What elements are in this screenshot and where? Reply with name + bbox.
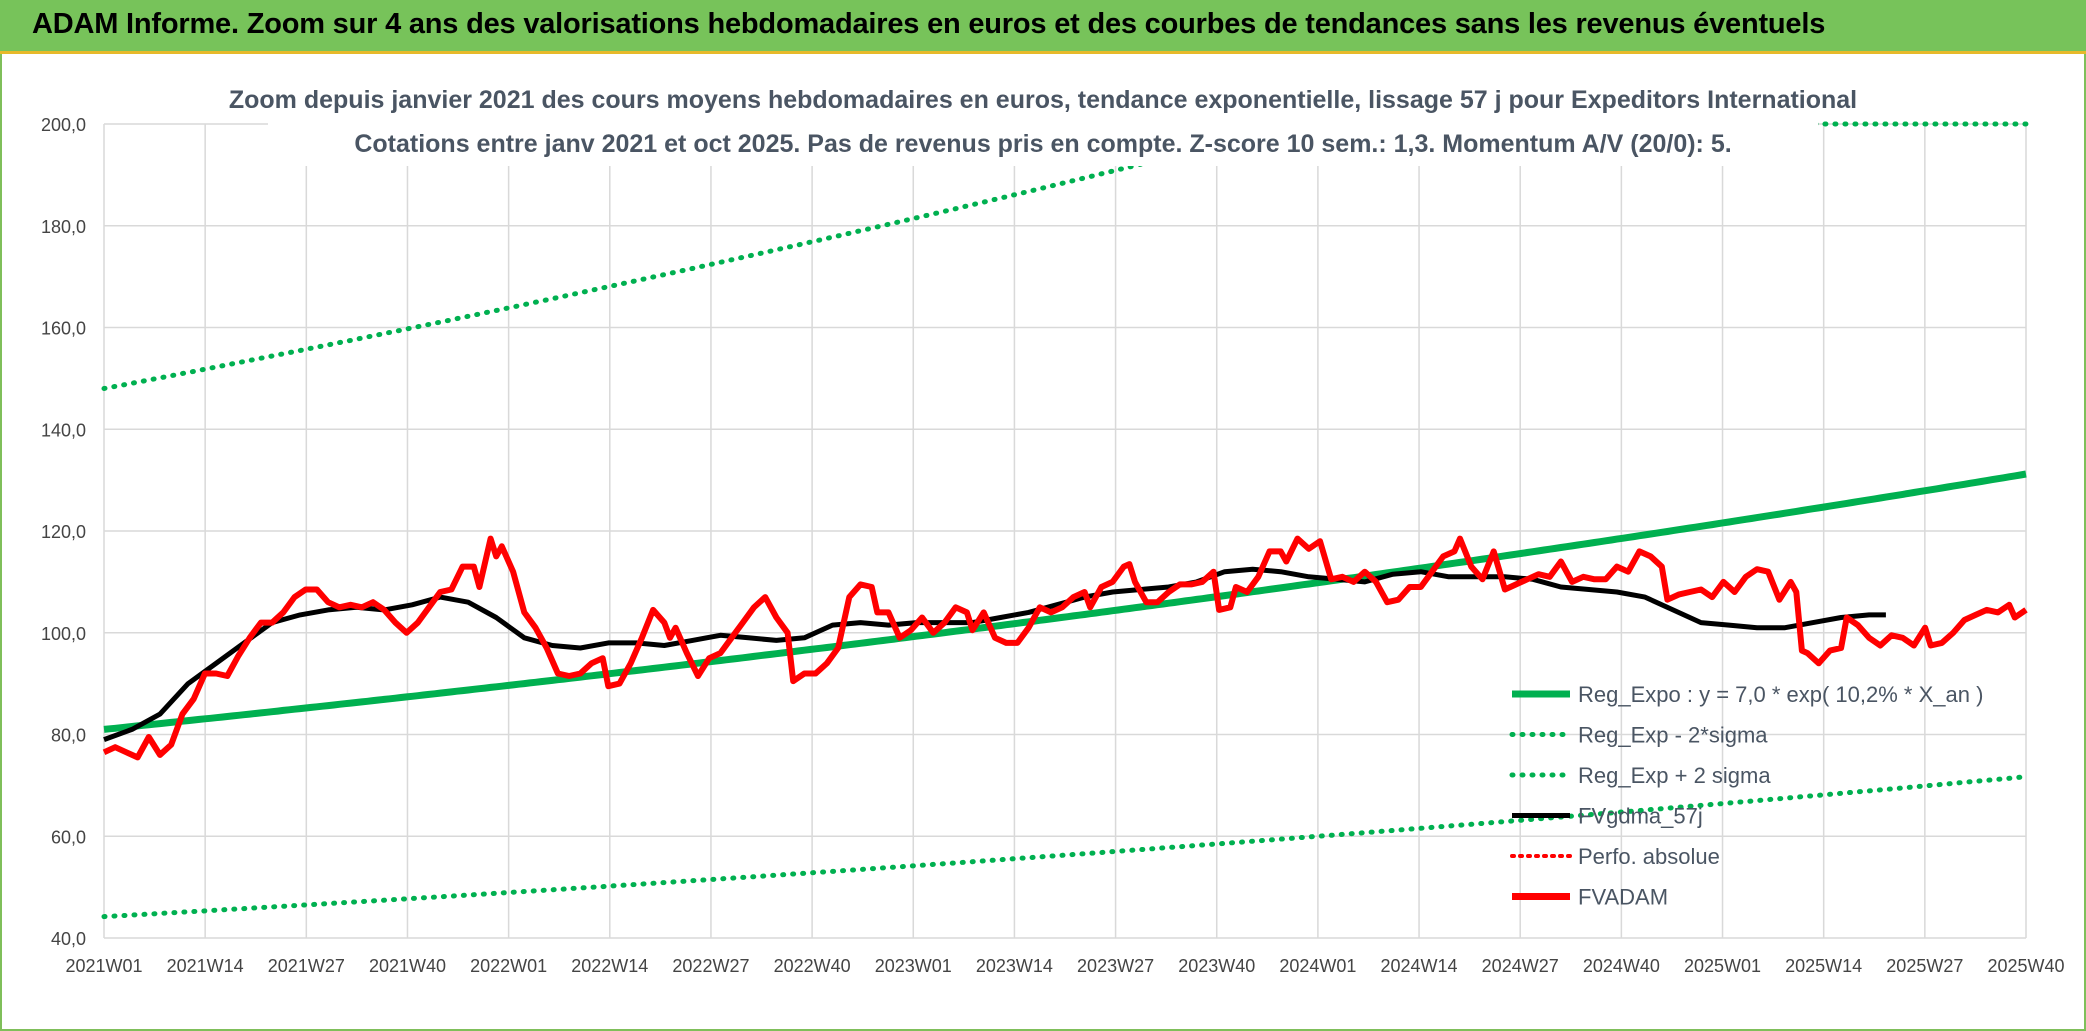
report-title: ADAM Informe. Zoom sur 4 ans des valoris… xyxy=(32,8,1826,40)
series-fvgdma-57j xyxy=(103,566,1886,742)
y-tick-label: 180,0 xyxy=(41,217,86,237)
x-tick-label: 2022W27 xyxy=(672,956,749,976)
legend-label: Perfo. absolue xyxy=(1578,844,1720,869)
legend-label: FVgdma_57j xyxy=(1578,804,1703,829)
chart-title-line-2: Cotations entre janv 2021 et oct 2025. P… xyxy=(354,130,1731,158)
chart-title-block: Zoom depuis janvier 2021 des cours moyen… xyxy=(229,78,1857,166)
y-tick-label: 60,0 xyxy=(51,827,86,847)
legend-label: Reg_Expo : y = 7,0 * exp( 10,2% * X_an ) xyxy=(1578,682,1983,707)
y-tick-label: 40,0 xyxy=(51,929,86,949)
x-tick-label: 2023W27 xyxy=(1077,956,1154,976)
x-tick-label: 2024W40 xyxy=(1583,956,1660,976)
y-axis-tick-labels: 40,0 60,0 80,0 100,0 120,0 140,0 160,0 180,0 200… xyxy=(41,115,86,949)
series-fvadam xyxy=(102,535,2028,761)
x-tick-label: 2024W01 xyxy=(1279,956,1356,976)
x-tick-label: 2025W01 xyxy=(1684,956,1761,976)
report-banner: ADAM Informe. Zoom sur 4 ans des valoris… xyxy=(0,0,2086,54)
chart-title-line-1: Zoom depuis janvier 2021 des cours moyen… xyxy=(229,86,1857,114)
x-tick-label: 2022W01 xyxy=(470,956,547,976)
x-tick-label: 2025W14 xyxy=(1785,956,1862,976)
x-tick-label: 2024W14 xyxy=(1381,956,1458,976)
x-tick-label: 2023W40 xyxy=(1178,956,1255,976)
chart-legend: Reg_Expo : y = 7,0 * exp( 10,2% * X_an )… xyxy=(1509,682,1983,910)
y-tick-label: 100,0 xyxy=(41,624,86,644)
x-tick-label: 2021W01 xyxy=(65,956,142,976)
y-tick-label: 140,0 xyxy=(41,420,86,440)
chart-title-background xyxy=(268,78,1818,166)
series-reg-expo xyxy=(103,470,2027,733)
x-tick-label: 2025W40 xyxy=(1987,956,2064,976)
y-tick-label: 120,0 xyxy=(41,522,86,542)
x-tick-label: 2023W01 xyxy=(875,956,952,976)
legend-label: FVADAM xyxy=(1578,885,1668,910)
x-tick-label: 2022W14 xyxy=(571,956,648,976)
x-axis-tick-labels: 2021W01 2021W14 2021W27 2021W40 2022W01 2022W… xyxy=(65,956,2064,976)
x-tick-label: 2023W14 xyxy=(976,956,1053,976)
x-tick-label: 2021W40 xyxy=(369,956,446,976)
chart-gridlines xyxy=(103,123,2027,939)
x-tick-label: 2021W27 xyxy=(268,956,345,976)
x-tick-label: 2022W40 xyxy=(774,956,851,976)
x-tick-label: 2025W27 xyxy=(1886,956,1963,976)
series-reg-exp-minus-2sigma xyxy=(101,774,2029,920)
y-tick-label: 160,0 xyxy=(41,319,86,339)
legend-label: Reg_Exp + 2 sigma xyxy=(1578,763,1771,788)
y-tick-label: 200,0 xyxy=(41,115,86,135)
y-tick-label: 80,0 xyxy=(51,726,86,746)
x-tick-label: 2021W14 xyxy=(167,956,244,976)
x-tick-label: 2024W27 xyxy=(1482,956,1559,976)
legend-label: Reg_Exp - 2*sigma xyxy=(1578,723,1768,748)
chart-series xyxy=(101,121,2029,920)
